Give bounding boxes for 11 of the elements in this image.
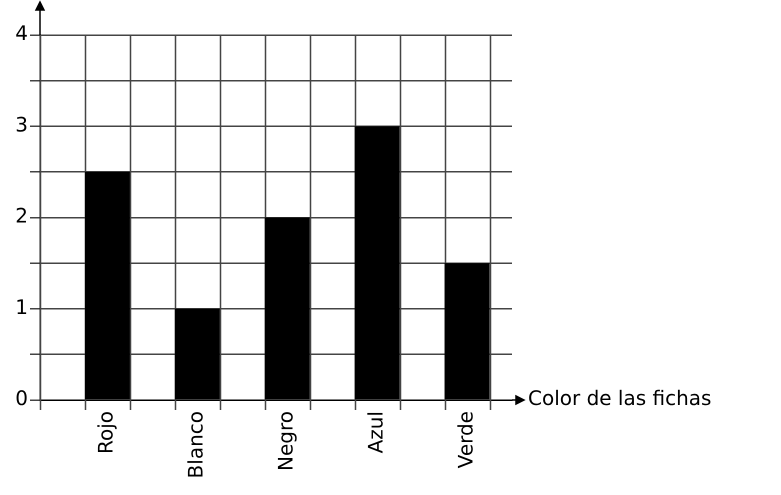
x-tick-label: Verde: [453, 411, 478, 468]
x-tick-label: Negro: [273, 411, 298, 471]
y-tick-label: 1: [15, 294, 28, 319]
x-tick-label: Blanco: [184, 411, 208, 478]
y-tick-label: 2: [15, 204, 28, 228]
y-tick-label: 4: [15, 21, 28, 46]
y-tick-label: 0: [15, 386, 28, 410]
x-tick-label: Azul: [363, 411, 388, 454]
x-tick-label: Rojo: [94, 411, 118, 454]
y-tick-label: 3: [15, 112, 28, 136]
x-axis-title: Color de las fichas: [528, 386, 712, 410]
